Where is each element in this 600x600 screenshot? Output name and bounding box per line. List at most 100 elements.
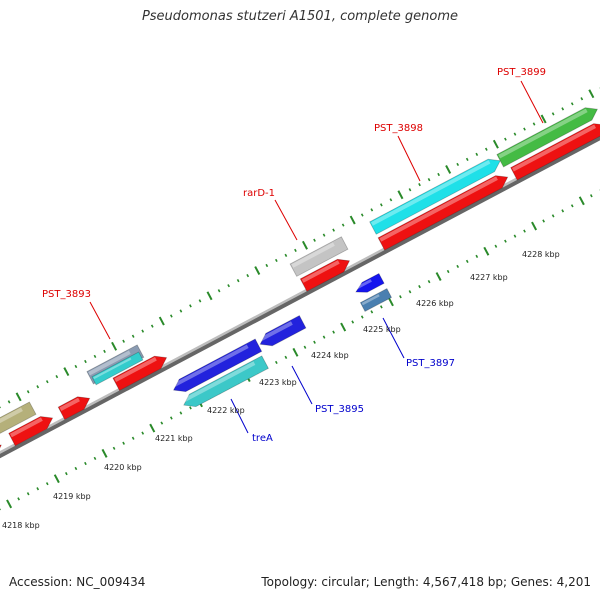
feature-pst3893-cyan[interactable] xyxy=(91,351,144,386)
inner-tick-track xyxy=(0,189,600,511)
inner-track-minor-tick xyxy=(523,229,526,233)
inner-track-minor-tick xyxy=(418,285,421,289)
feature-fwd-red-7-highlight xyxy=(512,124,596,172)
outer-track-minor-tick xyxy=(84,359,87,364)
feature-trea-cyan[interactable] xyxy=(183,355,269,408)
outer-track-minor-tick xyxy=(341,223,345,227)
inner-track-minor-tick xyxy=(427,279,431,284)
inner-track-minor-tick xyxy=(26,492,30,496)
map-title: Pseudomonas stutzeri A1501, complete gen… xyxy=(141,9,459,24)
feature-fwd-red-1[interactable] xyxy=(0,444,2,475)
gene-label-trea[interactable]: treA xyxy=(252,433,273,444)
inner-track-minor-tick xyxy=(74,466,78,471)
gene-label-rard-1[interactable]: rarD-1 xyxy=(243,188,275,199)
outer-track-minor-tick xyxy=(122,339,125,343)
genome-summary: Topology: circular; Length: 4,567,418 bp… xyxy=(261,575,591,589)
inner-track-major-tick xyxy=(292,347,299,357)
gene-label-pst-3898[interactable]: PST_3898 xyxy=(374,123,423,134)
inner-track-major-tick xyxy=(435,272,442,281)
gene-label-pst-3895[interactable]: PST_3895 xyxy=(315,404,364,415)
tick-label: 4224 kbp xyxy=(311,351,349,360)
outer-track-minor-tick xyxy=(475,152,479,156)
feature-pst3899-green[interactable] xyxy=(496,107,599,168)
feature-fwd-red-7[interactable] xyxy=(510,123,600,181)
gene-label-pst-3899[interactable]: PST_3899 xyxy=(497,67,546,78)
gene-features[interactable] xyxy=(0,107,600,475)
inner-track-major-tick xyxy=(6,499,13,509)
gene-label-pst-3893[interactable]: PST_3893 xyxy=(42,289,91,300)
outer-track-minor-tick xyxy=(236,279,240,283)
inner-track-major-tick xyxy=(531,221,538,231)
inner-track-minor-tick xyxy=(313,340,316,344)
feature-fwd-red-2[interactable] xyxy=(8,416,54,447)
outer-track-minor-tick xyxy=(103,349,106,353)
outer-track-minor-tick xyxy=(360,213,364,217)
feature-pst3897-steel[interactable] xyxy=(359,288,393,312)
feature-rev-blue-2[interactable] xyxy=(259,315,307,347)
feature-fwd-red-3-highlight xyxy=(59,397,80,411)
label-leader-line xyxy=(89,301,111,340)
inner-track-minor-tick xyxy=(141,431,145,435)
inner-track-minor-tick xyxy=(408,290,412,294)
feature-fwd-red-6[interactable] xyxy=(377,175,509,251)
label-leader-line xyxy=(382,317,405,359)
outer-track-minor-tick xyxy=(389,198,393,202)
feature-rev-blue-3[interactable] xyxy=(355,272,385,293)
outer-track-minor-tick xyxy=(427,177,431,182)
outer-track-major-tick xyxy=(158,316,165,326)
outer-track-major-tick xyxy=(397,190,404,200)
outer-track-minor-tick xyxy=(189,304,192,308)
tick-label: 4220 kbp xyxy=(104,463,142,472)
inner-track-minor-tick xyxy=(93,456,97,461)
feature-fwd-red-5[interactable] xyxy=(299,258,351,292)
tick-label: 4228 kbp xyxy=(522,250,560,259)
outer-track-minor-tick xyxy=(379,203,383,207)
label-leader-line xyxy=(291,365,313,405)
inner-track-minor-tick xyxy=(465,259,469,263)
outer-track-minor-tick xyxy=(523,127,526,131)
label-leader-line xyxy=(274,199,298,241)
feature-rev-blue-1[interactable] xyxy=(172,338,263,393)
outer-track-minor-tick xyxy=(332,228,335,232)
outer-track-minor-tick xyxy=(580,97,584,101)
outer-track-minor-tick xyxy=(26,390,30,394)
inner-track-major-tick xyxy=(53,474,60,484)
outer-track-minor-tick xyxy=(93,354,97,359)
inner-track-minor-tick xyxy=(351,320,355,324)
outer-track-minor-tick xyxy=(513,132,517,136)
backbone-line-shadow xyxy=(0,134,600,459)
outer-track-minor-tick xyxy=(246,273,250,278)
feature-rard1-grey[interactable] xyxy=(289,236,349,277)
inner-track-minor-tick xyxy=(112,446,116,450)
feature-fwd-red-4[interactable] xyxy=(112,355,168,392)
inner-track-minor-tick xyxy=(561,209,565,213)
outer-track-major-tick xyxy=(111,341,118,351)
outer-track-minor-tick xyxy=(55,375,59,379)
outer-track-minor-tick xyxy=(370,208,374,212)
outer-track-minor-tick xyxy=(265,263,269,268)
feature-olive[interactable] xyxy=(0,401,37,447)
feature-pst3898-cyan[interactable] xyxy=(369,158,501,235)
outer-track-minor-tick xyxy=(284,253,288,257)
outer-track-minor-tick xyxy=(274,258,278,263)
tick-labels: 4218 kbp 4219 kbp 4220 kbp 4221 kbp 4222 kbp… xyxy=(2,250,560,530)
feature-fwd-red-5-highlight xyxy=(301,260,340,283)
tick-label: 4219 kbp xyxy=(53,492,91,501)
inner-track-minor-tick xyxy=(370,310,374,314)
gene-label-pst-3897[interactable]: PST_3897 xyxy=(406,358,455,369)
outer-track-minor-tick xyxy=(322,233,326,237)
outer-track-major-tick xyxy=(254,266,261,275)
outer-track-major-tick xyxy=(540,114,547,124)
tick-label: 4226 kbp xyxy=(416,299,454,308)
tick-label: 4221 kbp xyxy=(155,434,193,443)
label-leader-line xyxy=(520,80,544,124)
feature-fwd-red-3[interactable] xyxy=(57,396,91,421)
outer-track-minor-tick xyxy=(504,137,507,141)
inner-track-minor-tick xyxy=(274,360,278,365)
outer-track-minor-tick xyxy=(45,380,49,384)
outer-track-minor-tick xyxy=(227,284,230,288)
outer-track-minor-tick xyxy=(141,329,145,333)
outer-track-minor-tick xyxy=(294,248,297,252)
inner-track-minor-tick xyxy=(446,269,450,274)
